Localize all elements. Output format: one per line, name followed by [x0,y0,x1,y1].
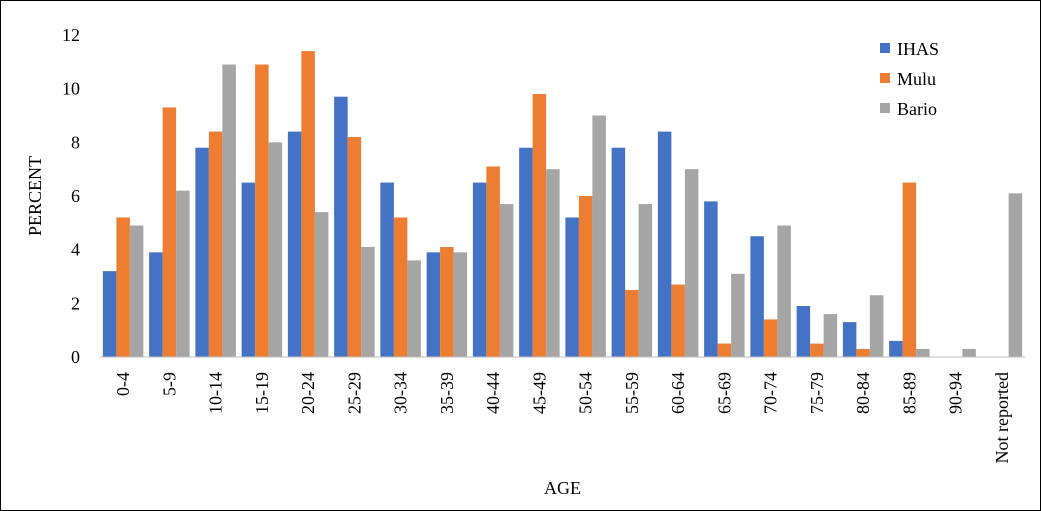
bar-bario-60-64 [684,169,699,357]
bar-ihas-0-4 [102,271,117,357]
bar-bario-10-14 [222,64,236,358]
bar-mulu-75-79 [810,343,824,357]
bar-mulu-0-4 [116,217,130,357]
x-tick-label: Not reported [992,372,1012,463]
bar-ihas-70-74 [750,236,764,357]
x-tick-label: 10-14 [206,372,226,414]
x-tick-label: 70-74 [761,372,781,414]
bars-layer [102,51,1023,358]
y-tick-label: 6 [71,186,80,206]
bar-ihas-75-79 [796,306,811,357]
bar-mulu-25-29 [347,136,362,357]
x-tick-label: 65-69 [714,372,734,414]
bar-mulu-15-19 [255,64,269,358]
x-tick-label: 85-89 [899,372,919,414]
x-tick-label: 15-19 [252,372,272,414]
bar-bario-not-reported [1008,193,1023,357]
x-tick-label: 5-9 [159,372,179,396]
bar-bario-70-74 [777,225,791,357]
legend: IHAS Mulu Bario [880,39,939,119]
x-tick-label: 55-59 [622,372,642,414]
bar-bario-65-69 [731,273,745,357]
bar-ihas-30-34 [380,182,394,357]
x-tick-label: 30-34 [391,372,411,414]
bar-bario-50-54 [592,115,606,357]
bar-mulu-30-34 [393,217,408,357]
bar-ihas-85-89 [889,340,903,357]
bar-ihas-25-29 [334,96,348,357]
x-tick-label: 35-39 [437,372,457,414]
bar-ihas-20-24 [287,131,302,357]
x-tick-label: 60-64 [668,372,688,414]
bar-bario-75-79 [823,314,838,357]
bar-bario-85-89 [916,348,930,357]
bar-mulu-65-69 [717,343,732,357]
legend-swatch-mulu [880,73,890,83]
bar-bario-45-49 [546,169,560,357]
bar-mulu-40-44 [486,166,500,357]
bar-ihas-55-59 [611,147,626,357]
bar-ihas-35-39 [426,252,441,357]
bar-bario-40-44 [499,204,514,357]
x-tick-label: 80-84 [853,372,873,414]
bar-mulu-55-59 [625,289,639,357]
x-tick-label: 25-29 [344,372,364,414]
x-tick-label: 40-44 [483,372,503,414]
bar-mulu-60-64 [671,284,685,357]
x-tick-label: 20-24 [298,372,318,414]
bar-bario-0-4 [129,225,144,357]
bar-ihas-10-14 [195,147,209,357]
bar-bario-30-34 [407,260,421,357]
y-tick-label: 8 [71,132,80,152]
legend-swatch-ihas [880,43,890,53]
bar-bario-55-59 [638,204,653,357]
bar-ihas-60-64 [657,131,672,357]
legend-label-ihas: IHAS [897,39,939,59]
bar-ihas-45-49 [519,147,533,357]
bar-ihas-40-44 [472,182,487,357]
y-tick-label: 10 [62,79,80,99]
x-tick-label: 90-94 [946,372,966,414]
bar-bario-20-24 [314,212,329,357]
y-ticks-layer: 0 2 4 6 8 10 12 [62,25,80,367]
bar-mulu-35-39 [440,246,454,357]
bar-ihas-5-9 [149,252,163,357]
bar-bario-35-39 [453,252,468,357]
bar-ihas-15-19 [241,182,256,357]
bar-bario-90-94 [962,348,976,357]
bar-bario-5-9 [176,190,190,357]
bar-mulu-10-14 [208,131,223,357]
legend-swatch-bario [880,103,890,113]
bar-ihas-80-84 [842,322,857,357]
y-tick-label: 12 [62,25,80,45]
y-tick-label: 0 [71,347,80,367]
x-tick-label: 45-49 [529,372,549,414]
bar-mulu-85-89 [902,182,917,357]
legend-label-mulu: Mulu [897,69,936,89]
x-tick-label: 75-79 [807,372,827,414]
bar-mulu-20-24 [301,51,315,357]
bar-mulu-45-49 [532,94,547,357]
legend-label-bario: Bario [897,99,937,119]
bar-bario-80-84 [869,295,884,357]
bar-mulu-50-54 [578,196,593,357]
x-tick-label: 0-4 [113,372,133,396]
y-tick-label: 2 [71,293,80,313]
y-axis-title: PERCENT [25,156,45,236]
x-tick-label: 50-54 [576,372,596,414]
bar-bario-25-29 [361,246,375,357]
bar-mulu-80-84 [856,348,870,357]
y-tick-label: 4 [71,240,80,260]
bar-bario-15-19 [268,142,283,357]
bar-mulu-5-9 [162,107,177,357]
x-axis-title: AGE [544,478,581,498]
bar-mulu-70-74 [763,319,778,357]
x-ticks-layer: 0-4 5-9 10-14 15-19 20-24 25-29 30-34 35-39 40-4… [113,372,1012,463]
bar-ihas-50-54 [565,217,579,357]
bar-ihas-65-69 [704,201,718,357]
